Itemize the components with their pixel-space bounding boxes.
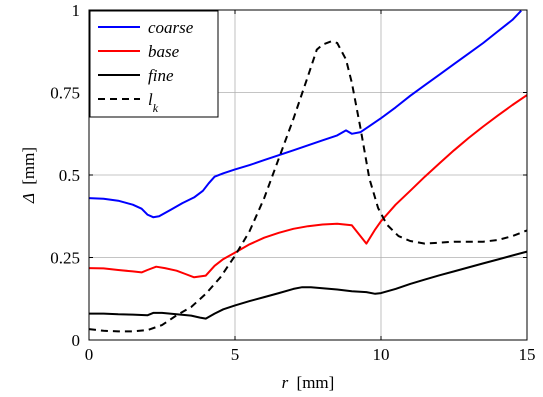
- y-axis-label-unit: [mm]: [19, 147, 38, 185]
- y-axis-label: Δ [mm]: [19, 147, 38, 204]
- x-tick-label: 0: [85, 345, 94, 364]
- x-tick-label: 15: [519, 345, 536, 364]
- legend-label-fine: fine: [148, 66, 174, 85]
- y-tick-label: 0: [72, 331, 81, 350]
- legend-label-l-k: lk: [148, 90, 159, 115]
- x-axis-label-unit: [mm]: [297, 373, 335, 392]
- plot-frame: [88, 9, 528, 341]
- series-line-l-k: [88, 40, 528, 333]
- series-line-coarse: [88, 10, 522, 219]
- series-lines: [88, 10, 528, 333]
- x-axis-label-var: r: [282, 373, 289, 392]
- legend: coarse base fine lk: [89, 10, 219, 118]
- y-tick-label: 0.75: [50, 84, 80, 103]
- x-axis-label: r [mm]: [282, 373, 335, 392]
- y-tick-label: 0.25: [50, 249, 80, 268]
- legend-label-base: base: [148, 42, 180, 61]
- y-tick-label: 0.5: [59, 166, 80, 185]
- y-tick-label: 1: [72, 1, 81, 20]
- series-line-base: [88, 94, 528, 279]
- y-axis-label-var: Δ: [19, 193, 38, 204]
- x-tick-label: 5: [231, 345, 240, 364]
- legend-label-coarse: coarse: [148, 18, 194, 37]
- x-tick-label: 10: [373, 345, 390, 364]
- tick-labels: 0 5 10 15 0 0.25 0.5 0.75 1: [50, 1, 535, 364]
- series-line-fine: [89, 250, 528, 320]
